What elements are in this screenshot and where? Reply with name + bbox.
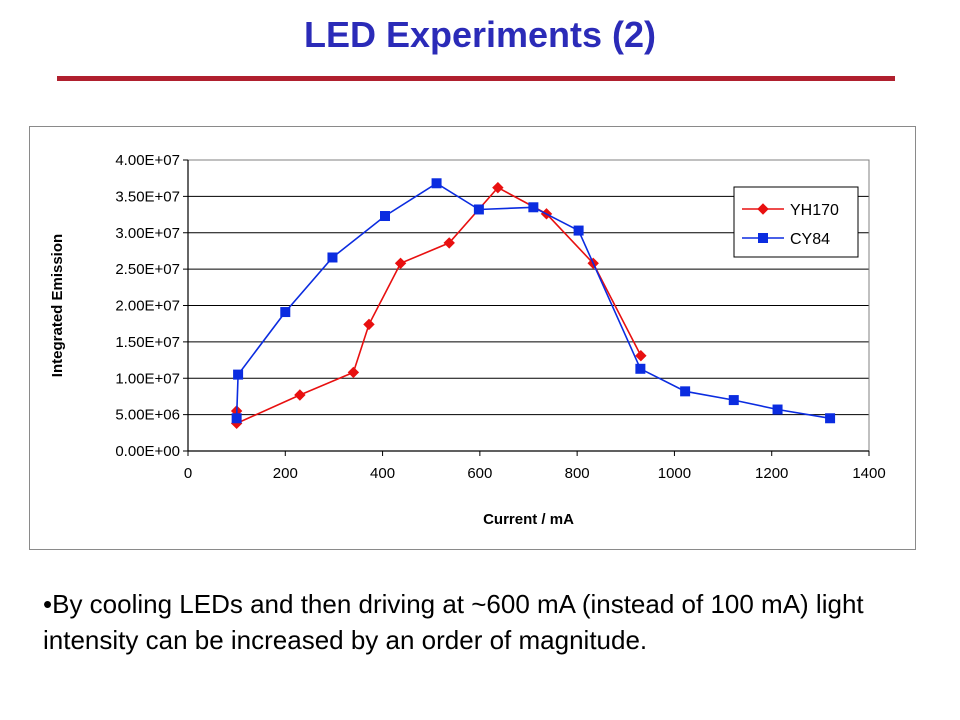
- y-tick-label: 5.00E+06: [115, 407, 180, 424]
- data-point-cy84: [327, 252, 338, 263]
- legend-marker-cy84: [758, 233, 768, 243]
- chart-frame: 0.00E+00 5.00E+06 1.00E+07 1.50E+07 2.00E+07…: [29, 126, 916, 550]
- y-tick-label: 3.00E+07: [115, 225, 180, 242]
- y-tick-label: 1.00E+07: [115, 370, 180, 387]
- data-point-cy84: [728, 395, 739, 406]
- data-point-cy84: [231, 413, 242, 424]
- data-point-yh170: [394, 257, 407, 270]
- data-point-yh170: [635, 349, 647, 362]
- x-tick-label: 0: [184, 465, 192, 482]
- data-point-cy84: [528, 202, 539, 213]
- x-tick-label: 1000: [658, 465, 691, 482]
- data-point-cy84: [380, 211, 391, 222]
- title-divider: [57, 76, 895, 81]
- data-point-yh170: [492, 181, 504, 194]
- x-tick-label: 200: [273, 465, 298, 482]
- data-point-cy84: [233, 369, 244, 380]
- line-chart: 0.00E+00 5.00E+06 1.00E+07 1.50E+07 2.00E+07…: [49, 152, 886, 528]
- x-tick-label: 600: [467, 465, 492, 482]
- data-point-cy84: [573, 225, 584, 236]
- y-tick-label: 2.00E+07: [115, 298, 180, 315]
- x-axis-title: Current / mA: [483, 511, 574, 528]
- series-cy84: [231, 178, 836, 424]
- data-point-cy84: [772, 404, 783, 415]
- slide-title: LED Experiments (2): [303, 14, 657, 55]
- data-point-cy84: [431, 178, 442, 189]
- x-tick-label: 800: [565, 465, 590, 482]
- data-point-cy84: [635, 363, 646, 374]
- data-point-yh170: [443, 237, 455, 249]
- x-tick-label: 1200: [755, 465, 788, 482]
- legend-marker-yh170: [757, 203, 769, 215]
- data-point-yh170: [363, 318, 375, 331]
- y-axis-title: Integrated Emission: [49, 234, 66, 377]
- y-tick-label: 4.00E+07: [115, 152, 180, 169]
- chart-legend: YH170 CY84: [733, 186, 859, 258]
- data-point-cy84: [680, 386, 691, 397]
- y-tick-label: 3.50E+07: [115, 188, 180, 205]
- y-tick-label: 0.00E+00: [115, 443, 180, 460]
- x-tick-label: 1400: [852, 465, 885, 482]
- bullet-text: •By cooling LEDs and then driving at ~60…: [43, 589, 864, 655]
- y-tick-label: 2.50E+07: [115, 261, 180, 278]
- data-point-cy84: [825, 413, 836, 424]
- legend-label-cy84: CY84: [790, 231, 830, 248]
- data-point-cy84: [473, 204, 484, 215]
- x-tick-label: 400: [370, 465, 395, 482]
- y-tick-label: 1.50E+07: [115, 334, 180, 351]
- data-point-yh170: [347, 366, 360, 379]
- data-point-cy84: [280, 307, 291, 318]
- legend-box: [733, 186, 859, 258]
- legend-label-yh170: YH170: [790, 202, 839, 219]
- data-point-yh170: [294, 389, 306, 401]
- series-line-cy84: [235, 182, 831, 420]
